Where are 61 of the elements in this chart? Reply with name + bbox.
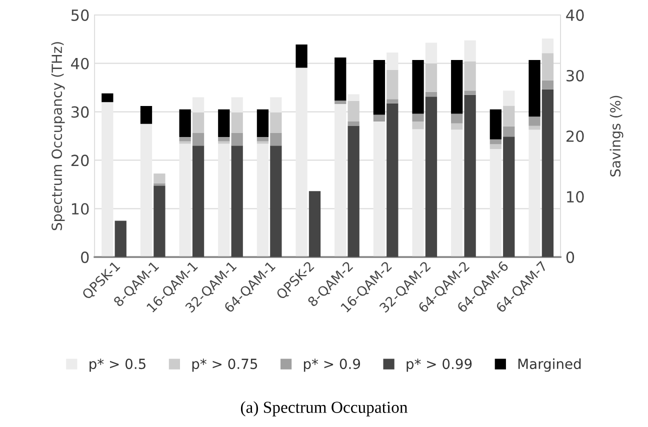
- y2-tick-label: 0: [566, 252, 574, 264]
- legend-label: Margined: [518, 358, 581, 372]
- y-tick-label: 0: [81, 252, 89, 264]
- legend-label: p* > 0.5: [90, 358, 146, 372]
- bar: [451, 123, 463, 130]
- legend-label: p* > 0.99: [406, 358, 472, 372]
- bar: [412, 114, 424, 122]
- bar: [425, 92, 438, 97]
- bar: [528, 126, 540, 130]
- y2-tick-label: 40: [566, 9, 584, 21]
- bar: [179, 109, 191, 137]
- bar: [490, 144, 502, 150]
- bar: [425, 42, 438, 64]
- bar: [231, 132, 243, 146]
- bar: [528, 116, 540, 126]
- bar: [503, 136, 515, 258]
- bar: [270, 146, 282, 258]
- bar: [503, 106, 515, 126]
- legend-label: p* > 0.75: [192, 358, 258, 372]
- bar: [386, 99, 398, 104]
- legend-label: p* > 0.9: [304, 358, 360, 372]
- bar: [386, 103, 398, 258]
- bar: [528, 60, 540, 117]
- bar: [542, 38, 554, 54]
- y2-tick-label: 20: [566, 130, 584, 142]
- y2-axis-title: Savings (%): [610, 96, 624, 176]
- y-tick-label: 40: [71, 58, 89, 70]
- bar: [373, 114, 386, 122]
- bar: [464, 40, 476, 62]
- bar: [154, 174, 166, 184]
- bar: [334, 100, 346, 104]
- bar: [296, 68, 308, 258]
- bar: [114, 220, 126, 258]
- y-tick-label: 50: [71, 9, 89, 21]
- y2-tick-label: 30: [566, 70, 584, 82]
- y-tick-label: 30: [71, 106, 89, 118]
- bar: [154, 183, 166, 186]
- y-axis-title: Spectrum Occupancy (THz): [51, 42, 65, 230]
- bar: [348, 94, 360, 101]
- bar: [412, 121, 424, 130]
- bar: [490, 139, 502, 144]
- y2-tick-label: 10: [567, 190, 584, 203]
- bar: [270, 97, 282, 112]
- y-tick-label: 20: [71, 154, 89, 166]
- bar: [348, 121, 360, 126]
- bar: [451, 114, 463, 124]
- bar: [464, 90, 476, 95]
- bar: [348, 100, 360, 122]
- y-tick-label: 10: [72, 203, 89, 215]
- bar: [102, 102, 114, 258]
- bar: [542, 80, 554, 90]
- bar: [503, 90, 515, 106]
- bar: [231, 97, 243, 112]
- text: (a) Spectrum Occupation: [240, 401, 408, 416]
- bar: [503, 126, 515, 137]
- bar: [296, 44, 308, 68]
- bar: [192, 97, 204, 112]
- bar: [102, 93, 114, 102]
- bar: [140, 106, 152, 124]
- bar: [154, 186, 166, 258]
- bar: [334, 58, 346, 101]
